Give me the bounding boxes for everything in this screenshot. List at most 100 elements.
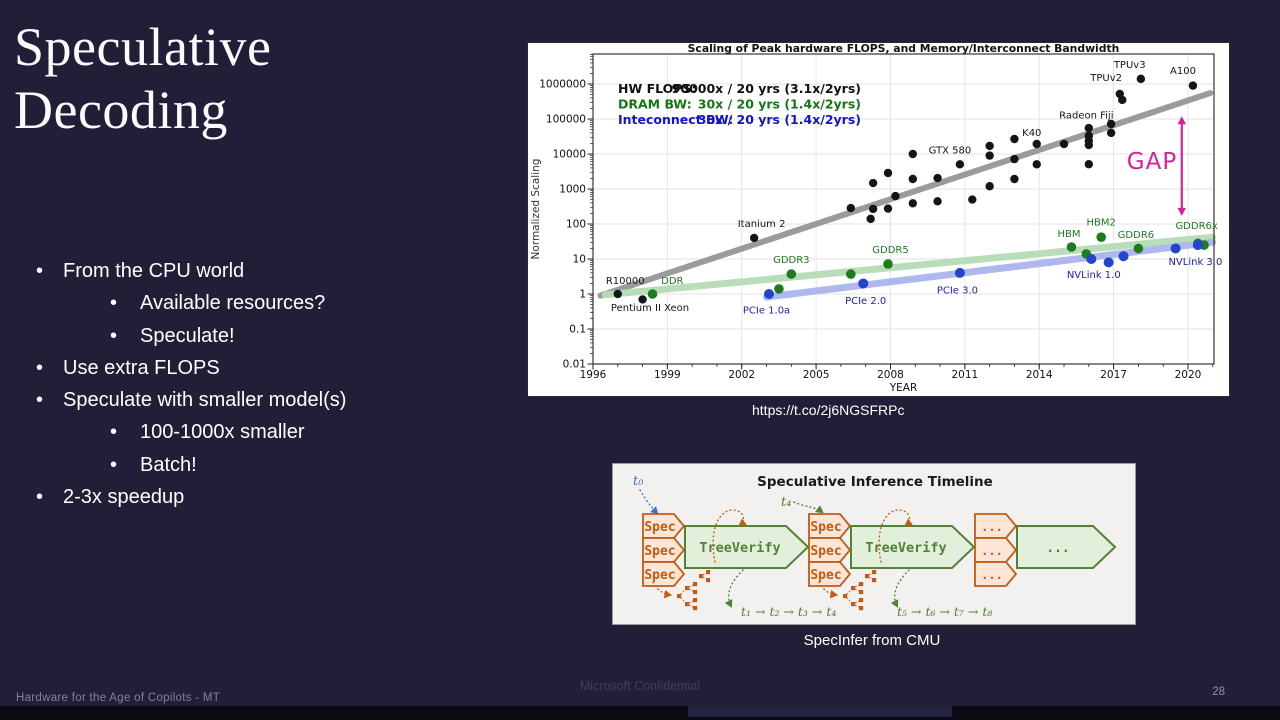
svg-text:...: ... — [981, 520, 1003, 534]
svg-text:2011: 2011 — [951, 369, 978, 381]
bullet-item: • 100-1000x smaller — [36, 416, 516, 448]
token-sequence-1: t₁ → t₂ → t₃ → t₄ — [724, 569, 836, 619]
bullet-text: From the CPU world — [63, 260, 245, 282]
svg-text:GTX 580: GTX 580 — [929, 145, 972, 156]
bullet-marker: • — [36, 389, 44, 412]
spec-stack-2: Spec Spec Spec — [808, 513, 852, 587]
bottom-bar — [0, 706, 1280, 720]
svg-text:2008: 2008 — [877, 369, 904, 381]
svg-text:Spec: Spec — [644, 520, 675, 535]
svg-text:Spec: Spec — [644, 568, 675, 583]
svg-text:Spec: Spec — [810, 544, 841, 559]
svg-text:HBM2: HBM2 — [1087, 217, 1116, 228]
bullet-item: • Speculate! — [36, 320, 516, 352]
page-number: 28 — [1212, 686, 1225, 698]
svg-text:GDDR5: GDDR5 — [872, 245, 908, 256]
bullet-marker: • — [110, 453, 118, 476]
svg-text:...: ... — [1046, 541, 1069, 556]
svg-text:2014: 2014 — [1026, 369, 1053, 381]
svg-text:2005: 2005 — [803, 369, 830, 381]
svg-text:1999: 1999 — [654, 369, 681, 381]
svg-text:1000000: 1000000 — [539, 78, 586, 90]
svg-text:10: 10 — [573, 253, 586, 265]
svg-text:DDR: DDR — [661, 276, 683, 287]
svg-text:...: ... — [981, 544, 1003, 558]
svg-text:NVLink 3.0: NVLink 3.0 — [1168, 257, 1222, 268]
bullet-text: Speculate! — [140, 324, 235, 347]
svg-text:TPUv2: TPUv2 — [1089, 73, 1122, 84]
bullet-item: • 2-3x speedup — [36, 481, 516, 513]
specinfer-diagram-figure: Speculative Inference Timeline t₀ t₄ Spe… — [612, 463, 1136, 625]
svg-text:t₁ → t₂ → t₃ → t₄: t₁ → t₂ → t₃ → t₄ — [741, 604, 836, 619]
bullet-marker: • — [36, 260, 44, 282]
token-sequence-2: t₅ → t₆ → t₇ → t₈ — [890, 569, 992, 619]
svg-text:Spec: Spec — [644, 544, 675, 559]
flops-scaling-chart-figure: 1996 1999 2002 2005 2008 2011 2014 2017 2020 0.01… — [527, 42, 1230, 397]
t4-annotation: t₄ — [781, 495, 824, 514]
bottom-bar-segment — [688, 706, 952, 717]
svg-text:1: 1 — [579, 288, 586, 300]
interconnect-bw-points — [764, 240, 1203, 299]
svg-text:Pentium II Xeon: Pentium II Xeon — [611, 303, 689, 314]
svg-text:TPUv3: TPUv3 — [1113, 60, 1146, 71]
spec-tree-1 — [652, 570, 711, 611]
diagram-title: Speculative Inference Timeline — [757, 474, 993, 490]
svg-text:10000: 10000 — [553, 148, 586, 160]
svg-text:2002: 2002 — [728, 369, 755, 381]
svg-text:t₅ → t₆ → t₇ → t₈: t₅ → t₆ → t₇ → t₈ — [897, 604, 992, 619]
svg-text:GDDR3: GDDR3 — [773, 255, 809, 266]
bullet-list: • From the CPU world • Available resources?… — [36, 255, 516, 513]
bullet-text: Speculate with smaller model(s) — [63, 389, 347, 412]
svg-text:GDDR6x: GDDR6x — [1175, 221, 1217, 232]
svg-text:HBM: HBM — [1057, 229, 1080, 240]
svg-text:100000: 100000 — [546, 113, 586, 125]
svg-text:90000x / 20 yrs (3.1x/2yrs): 90000x / 20 yrs (3.1x/2yrs) — [672, 81, 861, 96]
bullet-item: • Use extra FLOPS — [36, 352, 516, 384]
svg-text:GDDR6: GDDR6 — [1118, 230, 1154, 241]
svg-text:NVLink 1.0: NVLink 1.0 — [1067, 270, 1121, 281]
t0-annotation: t₀ — [633, 474, 659, 515]
svg-text:A100: A100 — [1170, 66, 1196, 77]
svg-text:R10000: R10000 — [606, 276, 645, 287]
bullet-text: Batch! — [140, 453, 197, 476]
loop-arrow-2 — [878, 509, 913, 563]
bullet-item: • Available resources? — [36, 287, 516, 319]
svg-text:HW FLOPS:: HW FLOPS: — [618, 81, 696, 96]
bullet-text: Use extra FLOPS — [63, 356, 220, 379]
svg-text:Inteconnect BW:: Inteconnect BW: — [618, 112, 733, 127]
svg-text:Spec: Spec — [810, 520, 841, 535]
svg-text:Radeon Fiji: Radeon Fiji — [1059, 110, 1113, 121]
diagram-caption: SpecInfer from CMU — [803, 632, 941, 649]
spec-stack-ellipsis: ... ... ... — [974, 513, 1018, 587]
svg-text:0.01: 0.01 — [563, 359, 586, 371]
svg-text:GAP: GAP — [1127, 149, 1177, 175]
tree-verify-2: TreeVerify — [850, 525, 976, 569]
flops-scaling-chart: 1996 1999 2002 2005 2008 2011 2014 2017 2020 0.01… — [530, 43, 1223, 394]
confidentiality-label: Microsoft Confidential — [579, 679, 701, 693]
footer-presentation-title: Hardware for the Age of Copilots - MT — [16, 692, 221, 704]
bullet-marker: • — [110, 324, 118, 347]
svg-text:2017: 2017 — [1100, 369, 1127, 381]
y-axis-label: Normalized Scaling — [530, 159, 542, 260]
svg-text:PCIe 1.0a: PCIe 1.0a — [743, 305, 790, 316]
point-labels: R10000 DDR Pentium II Xeon Itanium 2 GTX 580… — [606, 60, 1223, 316]
bullet-item: • From the CPU world — [36, 255, 516, 287]
svg-text:K40: K40 — [1022, 128, 1041, 139]
chart-legend: HW FLOPS:90000x / 20 yrs (3.1x/2yrs)DRAM… — [618, 81, 861, 127]
chart-title: Scaling of Peak hardware FLOPS, and Memo… — [688, 43, 1120, 55]
bullet-item: • Speculate with smaller model(s) — [36, 384, 516, 416]
svg-text:...: ... — [981, 568, 1003, 582]
spec-stack-1: Spec Spec Spec — [642, 513, 686, 587]
svg-text:PCIe 3.0: PCIe 3.0 — [937, 285, 978, 296]
bullet-text: 2-3x speedup — [63, 486, 185, 509]
svg-text:TreeVerify: TreeVerify — [865, 540, 946, 556]
bullet-marker: • — [36, 486, 44, 509]
svg-text:TreeVerify: TreeVerify — [699, 540, 780, 556]
chart-source-link[interactable]: https://t.co/2j6NGSFRPc — [752, 402, 905, 418]
bullet-marker: • — [110, 421, 118, 444]
svg-text:PCIe 2.0: PCIe 2.0 — [845, 296, 886, 307]
tree-verify-1: TreeVerify — [684, 525, 810, 569]
svg-text:t₄: t₄ — [781, 495, 791, 510]
spec-tree-2 — [818, 570, 877, 611]
hw-flops-points — [613, 74, 1198, 304]
